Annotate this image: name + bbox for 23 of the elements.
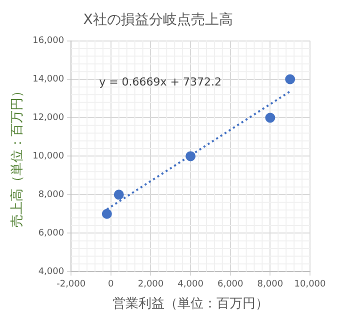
x-axis-title: 営業利益（単位：百万円）	[112, 296, 269, 312]
point	[285, 74, 296, 84]
y-tick-label: 14,000	[32, 74, 64, 85]
x-tick-label: 2,000	[138, 279, 164, 290]
chart-title: X社の損益分岐点売上高	[83, 12, 233, 28]
x-tick-label: 4,000	[178, 279, 204, 290]
y-tick-label: 16,000	[32, 36, 64, 46]
annotation: y = 0.6669x + 7372.2	[99, 76, 222, 89]
x-tick-label: 0	[108, 279, 114, 290]
point	[102, 208, 112, 219]
y-axis-title: 売上高（単位：百万円）	[9, 84, 26, 228]
x-tick-label: 6,000	[217, 279, 244, 290]
point	[265, 112, 276, 123]
y-tick-label: 6,000	[38, 228, 64, 238]
y-tick-label: 10,000	[32, 152, 64, 162]
x-tick-label: -2,000	[56, 279, 86, 290]
y-tick-label: 8,000	[38, 190, 64, 200]
point	[114, 190, 124, 200]
y-tick-label: 12,000	[32, 113, 64, 124]
x-tick-label: 10,000	[294, 279, 326, 290]
point	[186, 151, 196, 162]
y-tick-label: 4,000	[38, 266, 64, 277]
x-tick-label: 8,000	[257, 279, 284, 290]
